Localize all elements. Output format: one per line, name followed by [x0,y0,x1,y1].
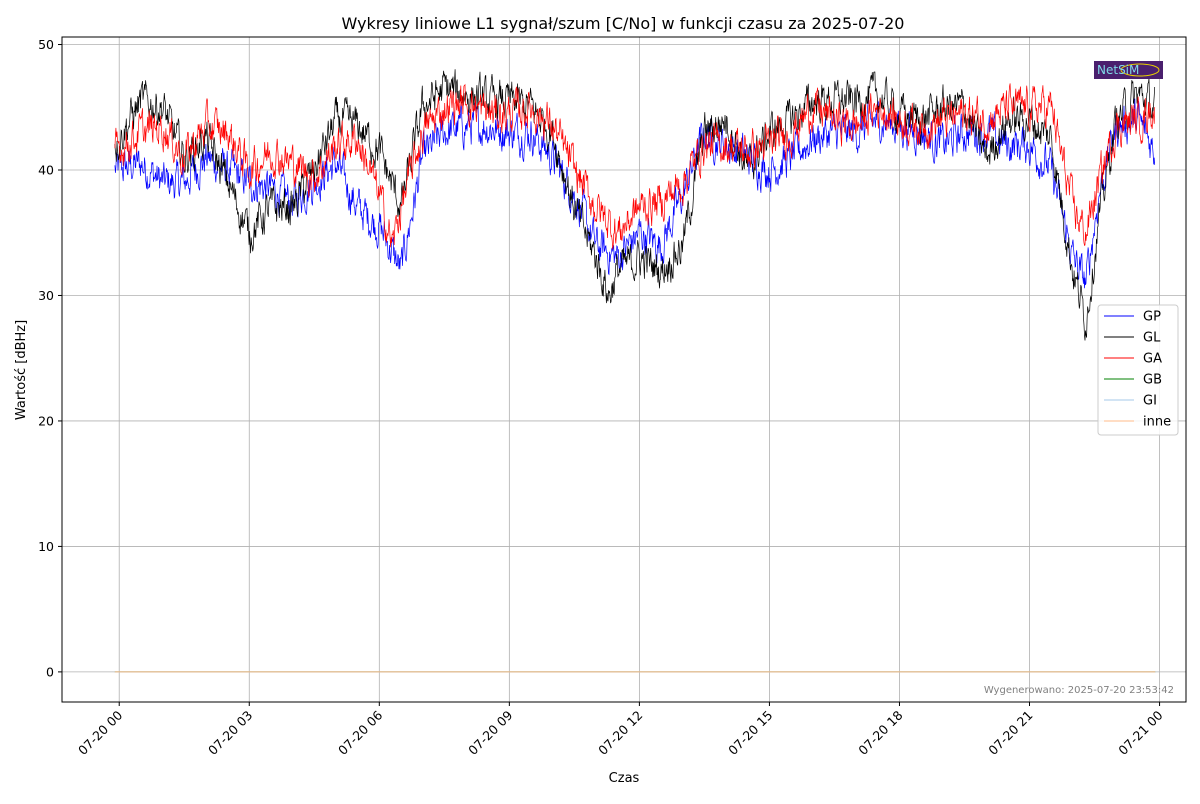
legend-label: GI [1143,394,1157,409]
x-axis-ticks: 07-20 00 07-20 03 07-20 06 07-20 09 07-20 12… [75,702,1166,758]
x-tick-label: 07-20 03 [205,708,255,758]
legend-label: inne [1143,415,1171,430]
y-tick-label: 50 [38,37,54,52]
legend-label: GP [1143,310,1161,325]
series-lines [114,69,1156,673]
x-tick-label: 07-21 00 [1115,707,1165,757]
x-tick-label: 07-20 15 [725,708,775,758]
y-axis-label: Wartość [dBHz] [14,320,29,420]
legend-label: GB [1143,373,1162,388]
y-tick-label: 10 [38,539,54,554]
y-tick-label: 40 [38,163,54,178]
generated-timestamp: Wygenerowano: 2025-07-20 23:53:42 [984,685,1174,696]
x-tick-label: 07-20 21 [985,708,1035,758]
logo: NetSiM [1094,61,1163,79]
x-tick-label: 07-20 00 [75,707,125,757]
y-tick-label: 30 [38,288,54,303]
legend-label: GL [1143,331,1161,346]
chart-title: Wykresy liniowe L1 sygnał/szum [C/No] w … [342,14,905,33]
series-line-gl [114,69,1156,341]
x-axis-label: Czas [609,771,640,786]
y-tick-label: 0 [46,664,54,679]
logo-text: NetSiM [1097,63,1139,77]
legend-label: GA [1143,352,1162,367]
x-tick-label: 07-20 09 [465,707,515,757]
grid [62,37,1186,702]
plot-frame [61,36,1187,703]
legend: GP GL GA GB GI inne [1097,304,1179,436]
x-tick-label: 07-20 18 [855,707,905,757]
y-axis-ticks: 0 10 20 30 40 50 [38,37,62,679]
x-tick-label: 07-20 06 [335,707,385,757]
series-line-gp [114,98,1156,289]
y-tick-label: 20 [38,413,54,428]
series-line-ga [114,83,1156,250]
x-tick-label: 07-20 12 [595,708,645,758]
